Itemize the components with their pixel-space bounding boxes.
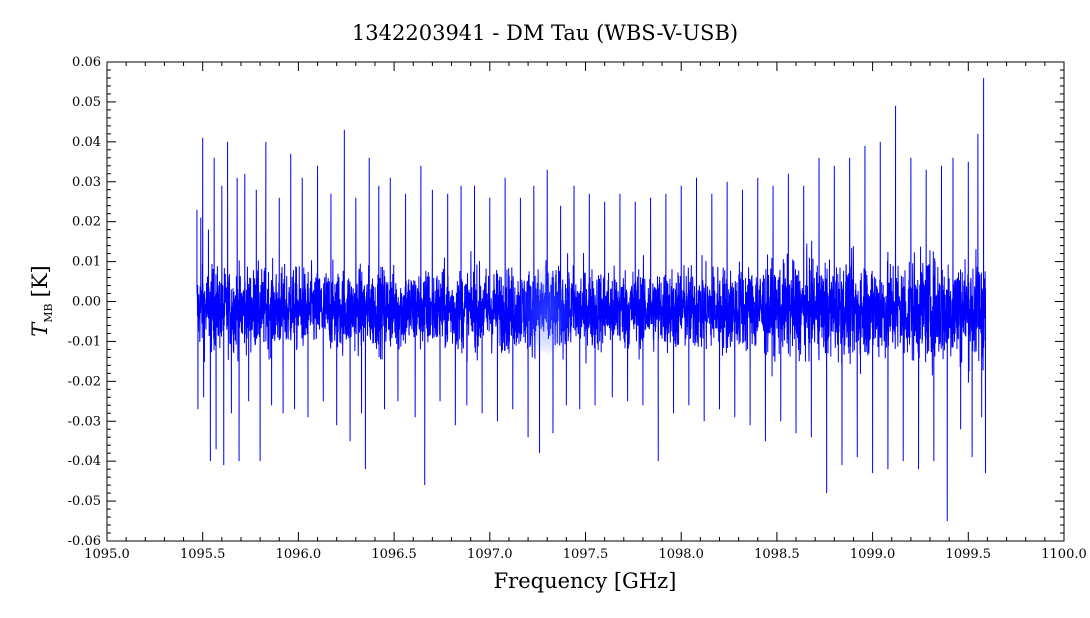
y-tick-label: 0.01	[72, 255, 101, 270]
y-tick-label: 0.00	[72, 295, 101, 310]
spectrum-series-line	[196, 77, 987, 522]
y-axis-label: TMB [K]	[28, 265, 55, 336]
y-axis-label-symbol: T	[28, 321, 52, 337]
x-tick-label: 1096.5	[371, 547, 417, 562]
series-layer	[196, 77, 987, 522]
y-tick-label: -0.03	[68, 414, 101, 429]
x-tick-label: 1096.0	[276, 547, 322, 562]
x-axis-label: Frequency [GHz]	[494, 569, 677, 593]
y-tick-label: 0.06	[72, 55, 101, 70]
y-tick-label: 0.02	[72, 215, 101, 230]
x-tick-label: 1099.0	[850, 547, 896, 562]
y-axis-label-subscript: MB	[42, 303, 55, 322]
x-tick-label: 1098.0	[658, 547, 704, 562]
y-axis: 0.06 0.05 0.04 0.03 0.02 0.01 0.00 -0.01 -0.02 -0…	[68, 55, 1064, 549]
x-tick-label: 1095.5	[180, 547, 226, 562]
x-tick-label: 1095.0	[84, 547, 130, 562]
x-tick-label: 1100.0	[1041, 547, 1087, 562]
x-tick-label: 1097.5	[563, 547, 609, 562]
y-tick-label: -0.01	[68, 334, 101, 349]
y-tick-label: 0.04	[72, 135, 101, 150]
y-axis-label-unit: [K]	[28, 265, 52, 297]
x-tick-label: 1099.5	[946, 547, 992, 562]
watermark-logo	[516, 265, 576, 356]
y-tick-label: 0.05	[72, 95, 101, 110]
x-tick-label: 1097.0	[467, 547, 513, 562]
y-tick-label: -0.05	[68, 494, 101, 509]
y-tick-label: -0.02	[68, 374, 101, 389]
y-tick-label: -0.06	[68, 534, 101, 549]
chart-title: 1342203941 - DM Tau (WBS-V-USB)	[352, 21, 738, 45]
x-tick-label: 1098.5	[754, 547, 800, 562]
y-tick-label: -0.04	[68, 454, 101, 469]
y-tick-label: 0.03	[72, 175, 101, 190]
